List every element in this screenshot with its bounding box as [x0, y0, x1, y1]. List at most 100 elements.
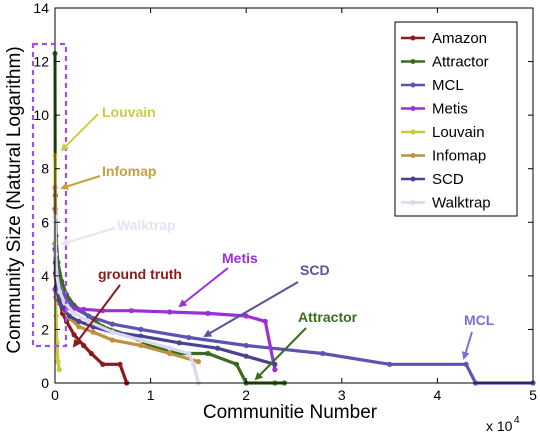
legend-entry: Metis: [401, 101, 468, 118]
data-point: [214, 345, 221, 351]
data-point: [387, 361, 393, 367]
x-tick-label: 5: [529, 387, 537, 403]
data-point: [186, 350, 192, 357]
data-point: [53, 313, 59, 319]
data-point: [53, 251, 59, 257]
data-point: [191, 361, 197, 367]
x-tick-label: 4: [434, 387, 442, 403]
annotation-arrow: [60, 113, 99, 152]
legend-entry: MCL: [401, 77, 464, 94]
legend-marker: [410, 200, 416, 205]
data-point: [109, 329, 115, 335]
y-tick-label: 4: [41, 268, 49, 284]
data-point: [272, 367, 278, 373]
x-axis-label: Communitie Number: [203, 402, 378, 423]
data-point: [138, 326, 144, 332]
annotation-arrow: [60, 175, 101, 191]
data-point: [71, 332, 77, 338]
data-point: [55, 359, 61, 365]
data-point: [57, 289, 63, 295]
data-point: [243, 353, 249, 359]
annotation-label: MCL: [464, 312, 495, 328]
legend-marker: [410, 129, 416, 135]
legend-label: Louvain: [432, 124, 485, 141]
legend-label: Attractor: [432, 54, 489, 71]
annotation-arrow: [178, 267, 229, 308]
data-point: [167, 345, 173, 351]
data-point: [138, 337, 144, 343]
data-point: [205, 350, 211, 357]
data-point: [100, 361, 106, 367]
data-point: [109, 321, 115, 327]
data-point: [71, 310, 77, 316]
axes-frame: [54, 7, 534, 384]
annotation-arrow: [461, 331, 473, 360]
data-point: [205, 310, 211, 316]
data-point: [56, 297, 62, 303]
y-axis-label: Community Size (Natural Logarithm): [4, 46, 25, 353]
annotation-label: SCD: [300, 262, 330, 278]
legend-entry: Attractor: [401, 54, 489, 71]
data-point: [88, 350, 94, 357]
data-point: [85, 318, 92, 324]
x-tick-label: 0: [51, 387, 59, 403]
data-point: [176, 340, 182, 346]
data-point: [463, 361, 469, 367]
legend-marker: [410, 35, 416, 41]
data-point: [138, 342, 144, 349]
annotation-arrow: [203, 281, 299, 338]
data-point: [66, 313, 72, 319]
annotation-arrow: [72, 284, 121, 348]
legend-label: MCL: [432, 77, 464, 94]
x-tick-label: 3: [338, 387, 346, 403]
y-tick-label: 14: [33, 0, 49, 16]
data-point: [234, 361, 240, 367]
legend-marker: [410, 59, 416, 64]
data-point: [56, 367, 62, 373]
y-tick-label: 8: [41, 161, 49, 177]
annotation-label: Walktrap: [117, 217, 176, 233]
legend-label: Infomap: [432, 148, 486, 165]
y-tick-label: 0: [41, 375, 49, 391]
legend-entry: Infomap: [401, 148, 486, 165]
data-point: [81, 306, 87, 312]
x-tick-label: 2: [242, 387, 250, 403]
data-point: [60, 305, 66, 311]
legend-label: Amazon: [432, 30, 487, 47]
y-tick-label: 6: [41, 214, 49, 230]
data-point: [243, 313, 249, 319]
x-tick-label: 1: [147, 387, 155, 403]
annotation-arrow: [254, 327, 307, 381]
legend-marker: [410, 82, 416, 88]
annotation-label: ground truth: [98, 266, 182, 282]
legend-label: SCD: [432, 171, 464, 188]
legend-marker: [410, 106, 416, 111]
x-multiplier-label: x 10: [486, 418, 513, 434]
legend-entry: Walktrap: [401, 195, 491, 212]
data-point: [262, 318, 268, 324]
data-point: [186, 334, 192, 341]
data-point: [195, 359, 201, 365]
y-tick-label: 10: [33, 107, 49, 123]
legend-entry: Louvain: [401, 124, 485, 141]
y-tick-label: 2: [41, 321, 49, 337]
data-point: [167, 309, 173, 315]
annotation-label: Metis: [222, 250, 258, 266]
data-point: [272, 361, 278, 367]
data-point: [243, 342, 249, 349]
legend-label: Metis: [432, 101, 468, 118]
highlight-box: [31, 42, 68, 348]
data-point: [76, 324, 82, 330]
legend-entry: Amazon: [401, 30, 487, 47]
data-point: [320, 350, 326, 357]
data-point: [54, 340, 60, 346]
data-point: [128, 308, 135, 314]
legend-entry: SCD: [401, 171, 464, 188]
data-point: [138, 333, 144, 339]
annotation-label: Louvain: [102, 104, 156, 120]
data-point: [117, 361, 123, 367]
x-multiplier-exponent: 4: [514, 415, 520, 426]
annotation-label: Infomap: [102, 163, 156, 179]
